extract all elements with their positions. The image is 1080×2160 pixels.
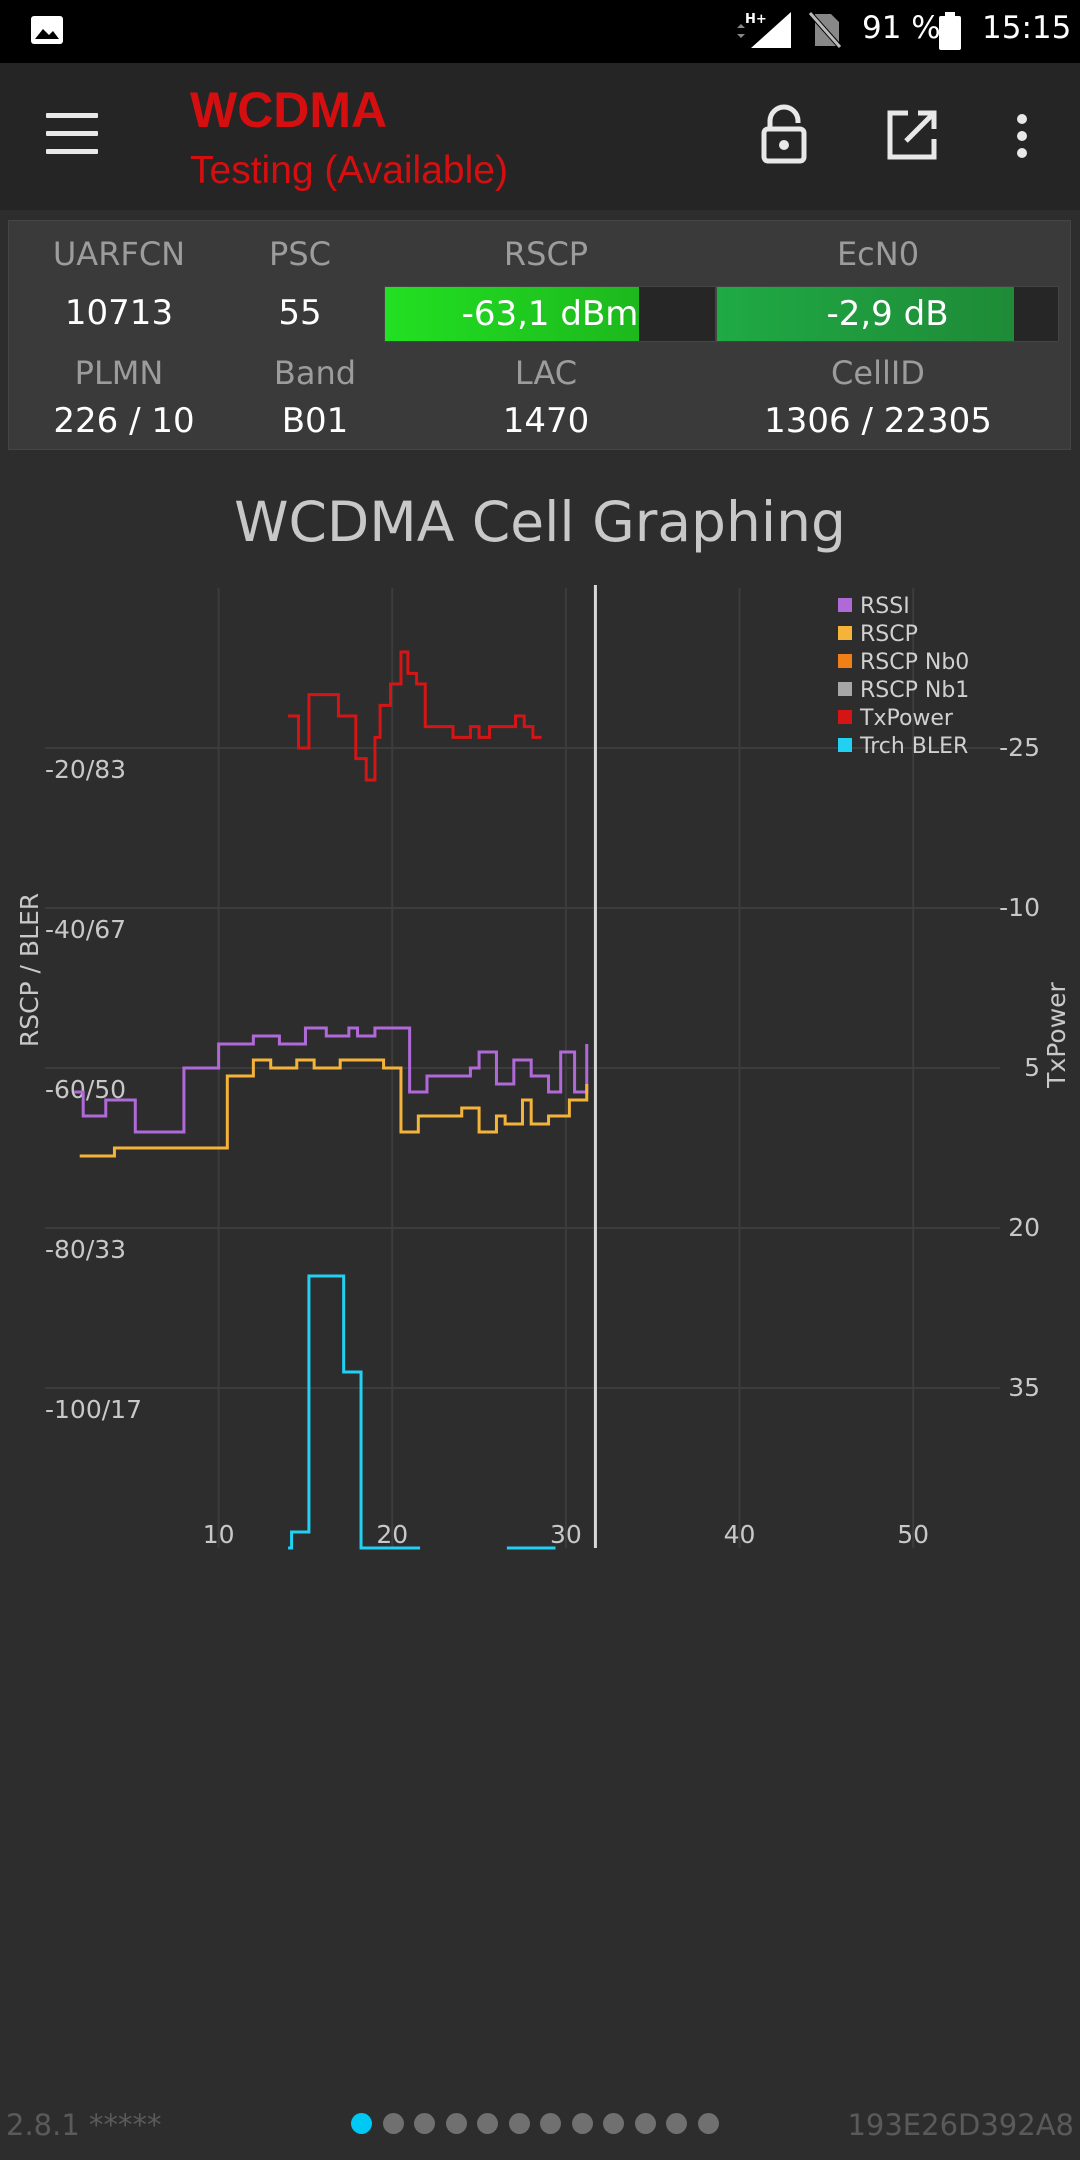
left-tick-label: -80/33 — [45, 1235, 126, 1264]
page-dot[interactable] — [571, 2113, 593, 2134]
rscp-value: -63,1 dBm — [461, 294, 639, 334]
trch-bler-series-line — [288, 1274, 421, 1550]
page-dot[interactable] — [351, 2113, 372, 2134]
more-vert-icon[interactable] — [1002, 103, 1042, 167]
app-version: 2.8.1 ***** — [6, 2108, 162, 2142]
battery-percent: 91 % — [862, 10, 941, 46]
page-dot[interactable] — [603, 2113, 624, 2134]
rscp-meter-fill — [385, 287, 640, 341]
uarfcn-label: UARFCN — [52, 235, 186, 273]
graph-title: WCDMA Cell Graphing — [234, 490, 846, 554]
lock-icon[interactable] — [752, 103, 816, 167]
rssi-series-line — [74, 1026, 589, 1134]
page-dot[interactable] — [540, 2113, 561, 2134]
legend-swatch — [838, 654, 852, 668]
page-dot[interactable] — [697, 2113, 719, 2134]
legend-swatch — [838, 598, 852, 612]
band-label: Band — [273, 354, 357, 392]
legend-label: RSCP — [860, 622, 918, 647]
cell-info-panel: UARFCN PSC RSCP EcN0 10713 55 -63,1 dBm … — [8, 220, 1071, 450]
page-title: WCDMA — [190, 82, 388, 138]
ecno-value: -2,9 dB — [826, 294, 949, 334]
legend-label: TxPower — [859, 706, 954, 731]
legend-swatch — [838, 710, 852, 724]
gallery-icon — [31, 16, 63, 44]
signal-icon: H+ — [737, 12, 791, 48]
device-id: 193E26D392A8 — [847, 2108, 1074, 2142]
right-tick-label: -25 — [999, 733, 1040, 762]
uarfcn-value: 10713 — [64, 293, 174, 333]
x-tick-label: 40 — [724, 1520, 756, 1549]
battery-icon — [939, 12, 961, 50]
legend-label: RSCP Nb1 — [860, 678, 969, 703]
left-tick-label: -100/17 — [45, 1395, 142, 1424]
lac-label: LAC — [514, 354, 578, 392]
open-external-icon[interactable] — [880, 103, 944, 167]
page-dot[interactable] — [414, 2113, 435, 2134]
txpower-series-line — [288, 650, 542, 782]
svg-text:H+: H+ — [745, 12, 767, 27]
rscp-series-line — [79, 1058, 589, 1158]
lac-value: 1470 — [502, 401, 590, 441]
x-tick-label: 20 — [376, 1520, 408, 1549]
x-tick-label: 30 — [550, 1520, 582, 1549]
psc-value: 55 — [278, 293, 322, 333]
right-tick-label: 5 — [1024, 1053, 1040, 1082]
cell-graph[interactable]: 10 20 30 40 50-20/83-40/67-60/50-80/33-100/1… — [0, 560, 1080, 1570]
cellid-value: 1306 / 22305 — [764, 401, 992, 441]
page-dot[interactable] — [508, 2113, 530, 2134]
legend-swatch — [838, 738, 852, 752]
band-value: B01 — [281, 401, 349, 441]
cellid-label: CellID — [831, 354, 925, 392]
right-tick-label: 35 — [1008, 1373, 1040, 1402]
ecno-label: EcN0 — [836, 235, 920, 273]
page-dot[interactable] — [634, 2113, 656, 2134]
page-dot[interactable] — [666, 2113, 687, 2134]
legend-swatch — [838, 682, 852, 696]
page-dot[interactable] — [445, 2113, 467, 2134]
rscp-label: RSCP — [503, 235, 589, 273]
page-subtitle: Testing (Available) — [190, 149, 508, 192]
legend-label: RSCP Nb0 — [860, 650, 969, 675]
left-axis-title: RSCP / BLER — [15, 893, 44, 1047]
legend-label: RSSI — [860, 594, 910, 619]
rscp-meter: -63,1 dBm — [384, 286, 716, 342]
page-dot[interactable] — [477, 2113, 498, 2134]
x-tick-label: 10 — [203, 1520, 235, 1549]
right-tick-label: -10 — [999, 893, 1040, 922]
legend-swatch — [838, 626, 852, 640]
clock: 15:15 — [982, 10, 1072, 46]
menu-icon[interactable] — [46, 113, 98, 154]
right-axis-title: TxPower — [1042, 981, 1071, 1088]
plmn-value: 226 / 10 — [53, 401, 195, 441]
right-tick-label: 20 — [1008, 1213, 1040, 1242]
status-bar: H+ 91 % 15:15 — [0, 0, 1080, 63]
ecno-meter-fill — [717, 287, 1014, 341]
page-dot[interactable] — [382, 2113, 404, 2134]
ecno-meter: -2,9 dB — [716, 286, 1059, 342]
legend-label: Trch BLER — [859, 734, 968, 759]
left-tick-label: -40/67 — [45, 915, 126, 944]
psc-label: PSC — [269, 235, 331, 273]
x-tick-label: 50 — [897, 1520, 929, 1549]
no-sim-icon — [807, 10, 843, 50]
plmn-label: PLMN — [74, 354, 164, 392]
left-tick-label: -20/83 — [45, 755, 126, 784]
app-toolbar: WCDMA Testing (Available) — [0, 63, 1080, 210]
